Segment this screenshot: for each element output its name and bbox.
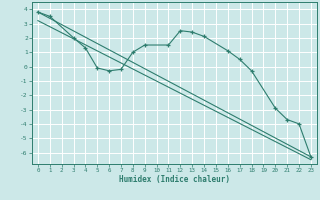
X-axis label: Humidex (Indice chaleur): Humidex (Indice chaleur)	[119, 175, 230, 184]
